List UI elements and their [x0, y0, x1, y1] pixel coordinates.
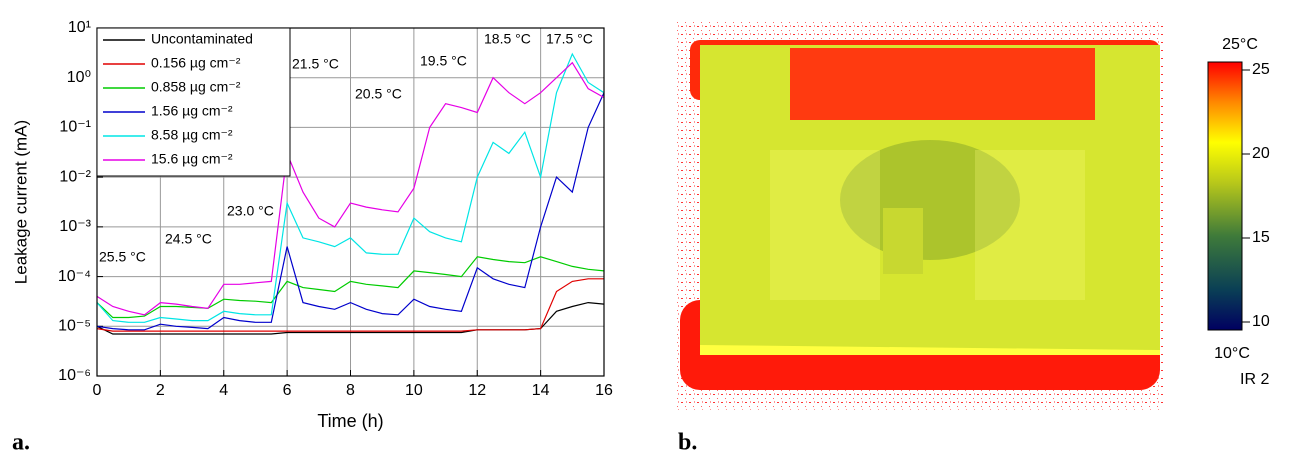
annotation: 19.5 °C	[420, 53, 467, 69]
y-tick-label: 10¹	[68, 19, 91, 36]
annotation: 24.5 °C	[165, 231, 212, 247]
x-tick-label: 0	[93, 382, 102, 399]
x-tick-label: 4	[219, 382, 228, 399]
x-tick-label: 8	[346, 382, 355, 399]
annotation: 20.5 °C	[355, 86, 402, 102]
thermal-image	[677, 20, 1163, 410]
x-tick-label: 12	[468, 382, 486, 399]
y-tick-label: 10⁻²	[59, 168, 91, 185]
x-tick-label: 14	[532, 382, 550, 399]
annotation: 17.5 °C	[546, 31, 593, 47]
legend-label: 1.56 µg cm⁻²	[151, 103, 233, 119]
legend-label: 0.858 µg cm⁻²	[151, 79, 241, 95]
legend-label: 8.58 µg cm⁻²	[151, 127, 233, 143]
y-tick-label: 10⁻¹	[59, 119, 91, 136]
image-label: IR 2	[1240, 371, 1269, 388]
colorbar-max-label: 25°C	[1222, 36, 1258, 53]
legend-label: Uncontaminated	[151, 31, 253, 47]
legend-label: 0.156 µg cm⁻²	[151, 55, 241, 71]
series-line	[96, 256, 605, 319]
y-tick-label: 10⁻⁴	[58, 268, 91, 285]
annotation: 21.5 °C	[292, 56, 339, 72]
colorbar-tick-label: 10	[1252, 313, 1270, 330]
colorbar-tick-label: 15	[1252, 229, 1270, 246]
colorbar-tick-label: 20	[1252, 145, 1270, 162]
y-tick-label: 10⁻⁶	[58, 367, 91, 384]
legend-box	[96, 27, 291, 177]
y-tick-label: 10⁻⁵	[58, 318, 91, 335]
series-line	[96, 92, 605, 331]
x-tick-label: 2	[156, 382, 165, 399]
colorbar	[1207, 61, 1243, 331]
annotation: 23.0 °C	[227, 203, 274, 219]
series-line	[96, 278, 604, 332]
panel-label: a.	[12, 430, 30, 456]
series-line	[96, 61, 605, 316]
y-axis-label: Leakage current (mA)	[11, 120, 30, 284]
x-tick-label: 10	[405, 382, 423, 399]
x-tick-label: 16	[595, 382, 613, 399]
annotation: 25.5 °C	[99, 249, 146, 265]
x-axis-label: Time (h)	[317, 411, 383, 431]
colorbar-tick-label: 25	[1252, 61, 1270, 78]
y-tick-label: 10⁻³	[59, 218, 91, 235]
legend-label: 15.6 µg cm⁻²	[151, 151, 233, 167]
x-tick-label: 6	[283, 382, 292, 399]
plot-frame	[96, 27, 605, 377]
y-tick-label: 10⁰	[67, 69, 91, 86]
annotation: 18.5 °C	[484, 31, 531, 47]
panel-label: b.	[678, 430, 697, 456]
series-line	[96, 52, 605, 323]
colorbar-min-label: 10°C	[1214, 345, 1250, 362]
